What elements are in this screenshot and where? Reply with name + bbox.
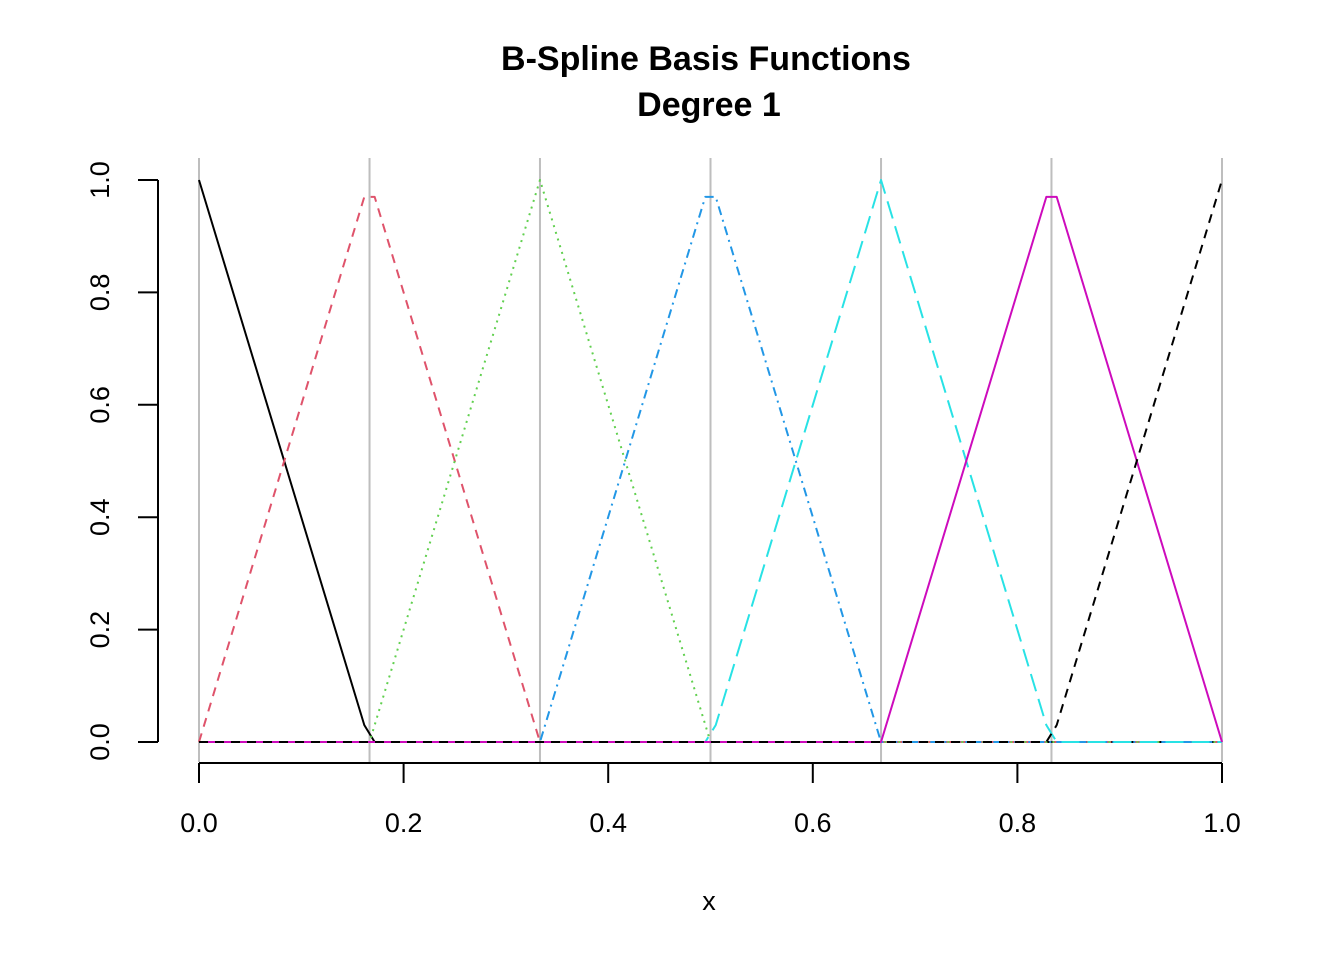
knot-lines: [198, 158, 1223, 762]
chart-title-line-2: Degree 1: [637, 86, 781, 124]
y-axis: 0.0 0.2 0.4 0.6 0.8 1.0: [85, 161, 159, 761]
y-tick-label-5: 1.0: [85, 161, 115, 199]
chart-title-line-1: B-Spline Basis Functions: [501, 40, 911, 78]
y-tick-label-1: 0.2: [85, 611, 115, 649]
series-lines: [198, 179, 1223, 743]
x-tick-label-2: 0.4: [589, 808, 627, 838]
x-axis: 0.0 0.2 0.4 0.6 0.8 1.0: [180, 762, 1241, 838]
basis-function-7: [199, 179, 1223, 743]
x-tick-label-1: 0.2: [385, 808, 423, 838]
x-tick-label-4: 0.8: [999, 808, 1037, 838]
y-tick-label-3: 0.6: [85, 386, 115, 424]
x-tick-label-3: 0.6: [794, 808, 832, 838]
x-tick-label-5: 1.0: [1203, 808, 1241, 838]
y-tick-label-4: 0.8: [85, 274, 115, 312]
x-axis-label: x: [702, 886, 716, 916]
y-tick-label-0: 0.0: [85, 723, 115, 761]
x-tick-label-0: 0.0: [180, 808, 218, 838]
y-tick-label-2: 0.4: [85, 498, 115, 536]
